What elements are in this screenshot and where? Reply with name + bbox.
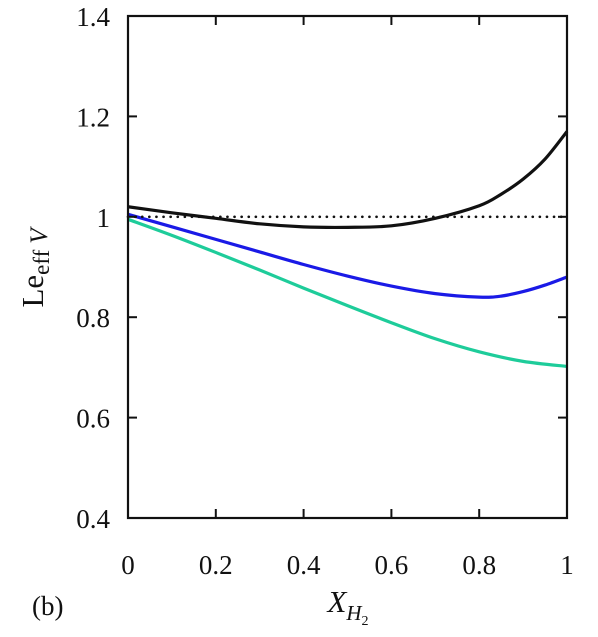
x-axis-label: XH2 (325, 584, 368, 629)
series-line-0 (127, 130, 569, 230)
plot-frame (126, 14, 569, 520)
y-axis-label-suffix: V (26, 226, 53, 244)
y-tick-label: 1.4 (76, 2, 110, 32)
y-axis-label: Leeff V (15, 226, 54, 308)
y-tick-label: 1 (97, 203, 111, 233)
x-axis-label-main: X (325, 584, 347, 619)
y-axis-label-main: Le (15, 275, 50, 308)
y-axis-label-sub: eff (29, 249, 54, 274)
x-tick-label: 0.4 (287, 550, 321, 580)
y-tick-label: 0.8 (76, 303, 110, 333)
x-tick-label: 1 (560, 550, 574, 580)
x-tick-label: 0 (121, 550, 135, 580)
plot-lines (126, 130, 569, 368)
x-tick-label: 0.8 (462, 550, 496, 580)
ticks (127, 15, 568, 519)
y-tick-label: 0.6 (76, 404, 110, 434)
x-axis-label-subsub: 2 (362, 614, 369, 629)
y-tick-label: 0.4 (76, 504, 110, 534)
series-line-1 (127, 212, 568, 299)
x-tick-label: 0.6 (375, 550, 409, 580)
x-tick-label: 0.2 (199, 550, 233, 580)
y-tick-label: 1.2 (76, 102, 110, 132)
tick-labels: 0 0.2 0.4 0.6 0.8 1 0.4 0.6 0.8 1 1.2 1.4 (76, 2, 574, 580)
x-axis-label-sub: H (345, 601, 363, 625)
series-line-2 (127, 217, 568, 368)
panel-label: (b) (32, 591, 63, 621)
